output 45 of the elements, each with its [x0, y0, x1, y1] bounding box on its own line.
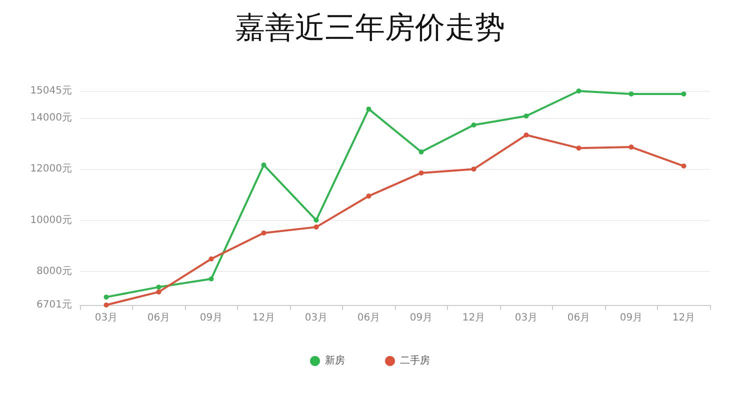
point	[314, 224, 319, 230]
x-tick-label: 09月	[620, 312, 643, 324]
point	[418, 170, 424, 176]
point	[366, 106, 372, 112]
x-tick-label: 06月	[567, 312, 590, 324]
point	[524, 114, 529, 119]
point	[208, 276, 214, 282]
x-tick-label: 03月	[514, 312, 538, 324]
point	[208, 256, 214, 262]
x-tick-label: 03月	[304, 312, 328, 324]
legend-label: 二手房	[400, 354, 430, 366]
point	[524, 132, 529, 138]
point	[628, 91, 634, 96]
point	[628, 144, 634, 150]
x-tick-label: 09月	[200, 312, 223, 324]
x-tick-label: 12月	[462, 312, 486, 324]
chart-title: 嘉善近三年房价走势	[235, 10, 505, 46]
x-tick-label: 06月	[357, 312, 380, 324]
y-tick-label: 15045元	[30, 86, 72, 96]
point	[156, 284, 162, 290]
y-tick-label: 12000元	[30, 164, 72, 175]
point	[314, 218, 319, 223]
point	[576, 146, 582, 151]
point	[471, 166, 476, 172]
x-tick-label: 12月	[252, 312, 276, 324]
y-tick-label: 6701元	[36, 300, 72, 310]
point	[104, 302, 109, 308]
y-tick-label: 14000元	[30, 112, 72, 124]
point	[418, 149, 424, 154]
point	[104, 294, 109, 300]
x-tick-label: 12月	[672, 312, 696, 324]
x-tick-label: 09月	[410, 312, 433, 324]
point	[681, 164, 686, 169]
y-tick-label: 10000元	[30, 214, 72, 226]
point	[681, 91, 686, 96]
y-tick-label: 8000元	[36, 266, 72, 278]
point	[471, 122, 476, 128]
point	[261, 230, 266, 236]
x-tick-label: 03月	[94, 312, 118, 324]
point	[156, 289, 162, 294]
x-tick-label: 06月	[147, 312, 170, 324]
point	[366, 194, 372, 199]
legend-label: 新房	[325, 354, 345, 366]
point	[576, 88, 582, 94]
point	[261, 162, 266, 168]
